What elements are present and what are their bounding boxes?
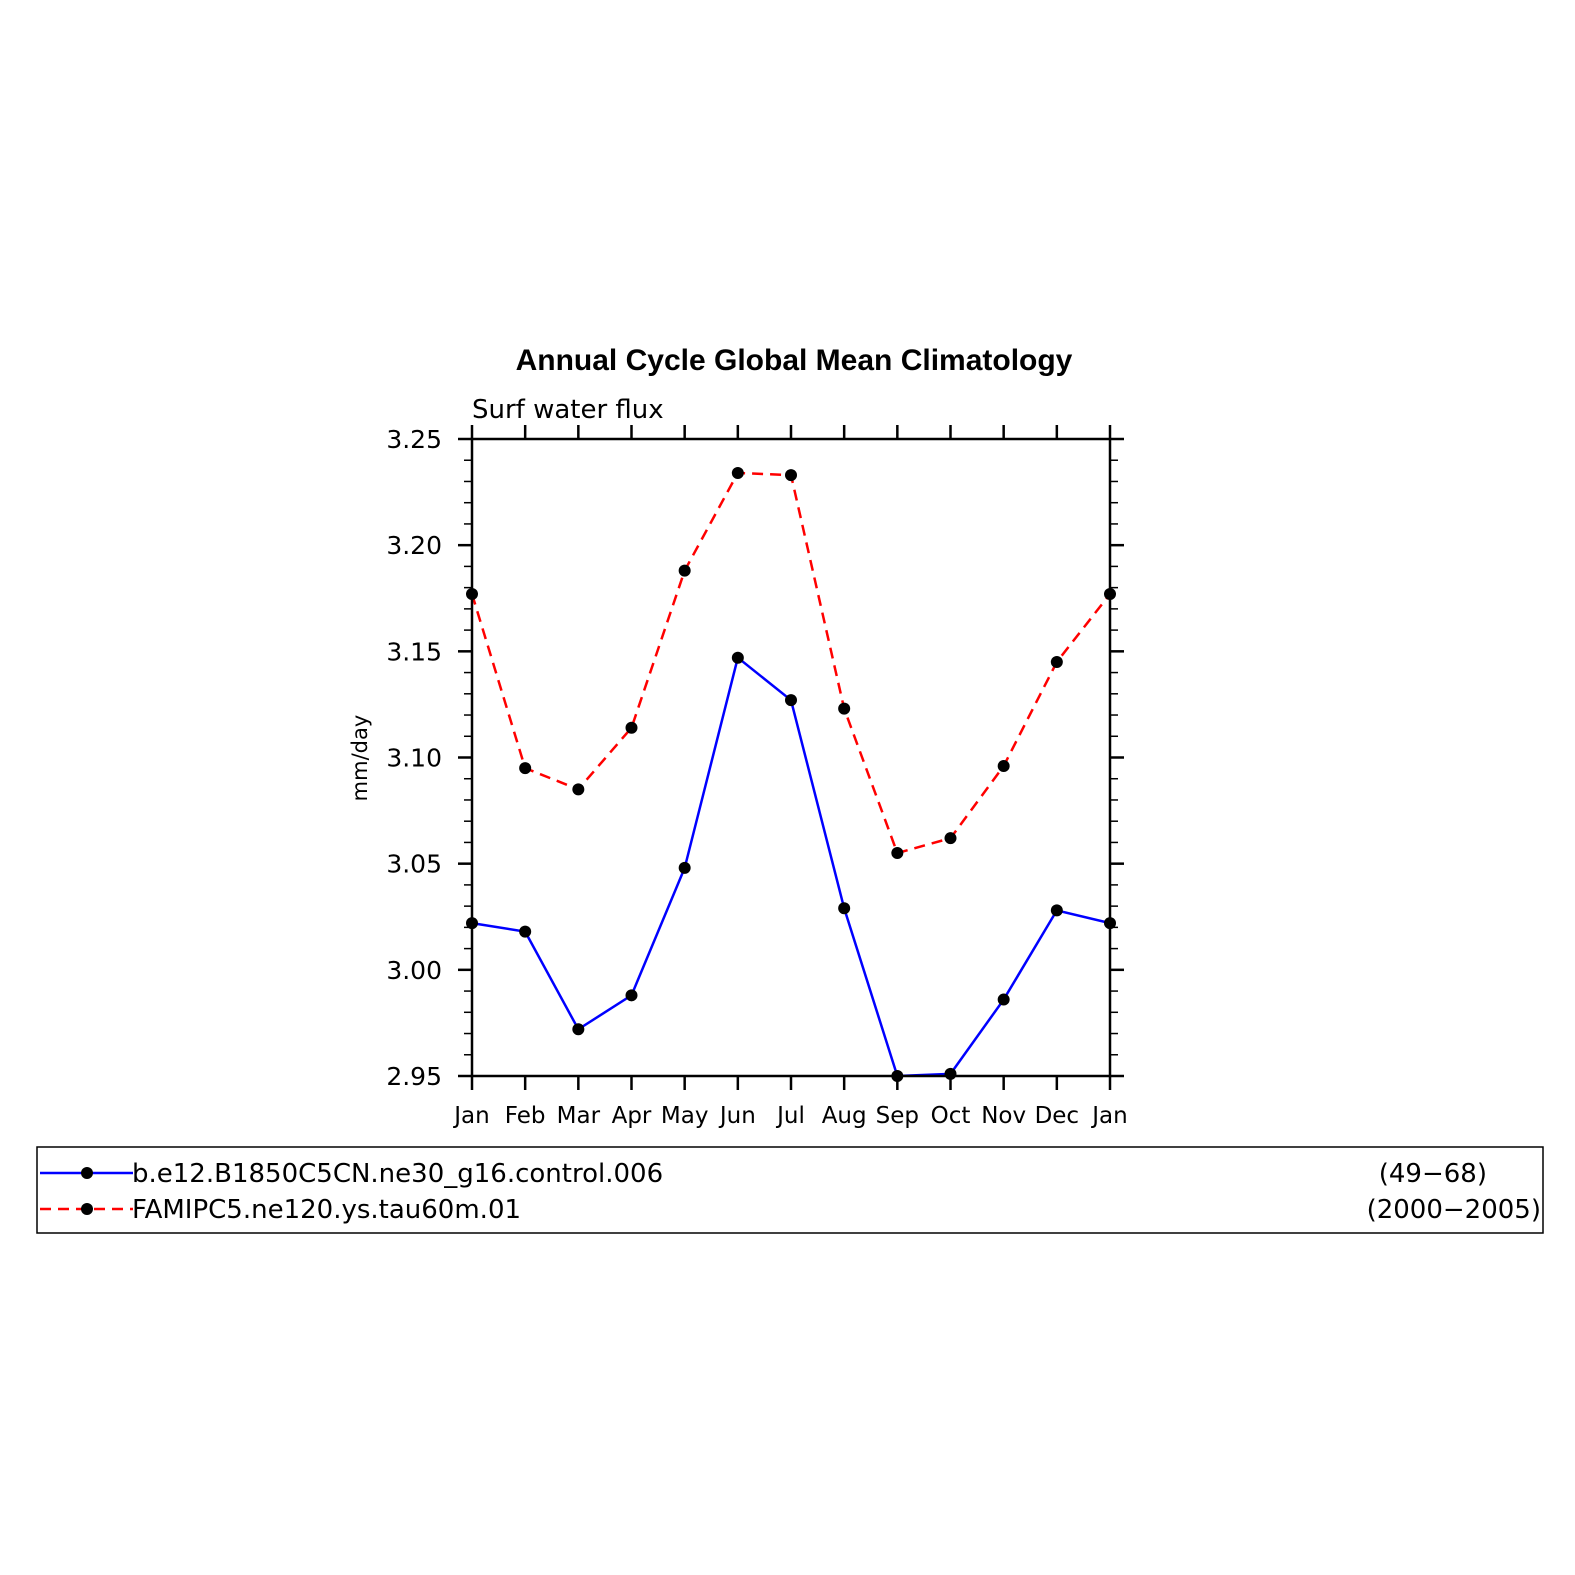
x-tick-label: Jul bbox=[775, 1103, 805, 1129]
series-2-point bbox=[997, 759, 1010, 772]
x-tick-label: Apr bbox=[612, 1103, 652, 1129]
series-2-point bbox=[572, 783, 585, 796]
legend-marker-series-2 bbox=[81, 1203, 93, 1215]
plot-series bbox=[466, 466, 1116, 1082]
series-2-point bbox=[944, 832, 957, 845]
series-1-point bbox=[785, 694, 797, 707]
x-tick-label: Nov bbox=[981, 1103, 1026, 1129]
x-tick-labels: Jan Feb Mar Apr May Jun Jul Aug Sep Oct Nov Dec Jan bbox=[452, 1103, 1127, 1129]
x-tick-label: Feb bbox=[505, 1103, 546, 1129]
series-2-point bbox=[1050, 655, 1063, 668]
y-tick-label: 3.15 bbox=[386, 637, 442, 666]
series-2-point bbox=[678, 564, 691, 577]
legend-label-series-2: FAMIPC5.ne120.ys.tau60m.01 bbox=[132, 1195, 521, 1225]
series-1-point bbox=[838, 902, 851, 915]
series-2-point bbox=[891, 847, 904, 860]
y-tick-label: 3.25 bbox=[386, 425, 442, 454]
series-1-point bbox=[1050, 904, 1063, 917]
y-tick-label: 3.20 bbox=[386, 531, 442, 560]
axis-ticks bbox=[458, 425, 1124, 1090]
series-1-point bbox=[678, 861, 691, 874]
x-tick-label: Oct bbox=[931, 1103, 971, 1129]
x-tick-label: Dec bbox=[1035, 1103, 1080, 1129]
series-1-point bbox=[519, 925, 532, 938]
y-tick-label: 3.05 bbox=[386, 850, 442, 879]
series-2-point bbox=[519, 762, 532, 775]
y-tick-label: 2.95 bbox=[386, 1062, 442, 1091]
chart-title: Annual Cycle Global Mean Climatology bbox=[516, 344, 1073, 377]
x-tick-label: Aug bbox=[822, 1103, 867, 1129]
legend-label-series-1: b.e12.B1850C5CN.ne30_g16.control.006 bbox=[132, 1159, 663, 1189]
x-tick-label: Sep bbox=[876, 1103, 919, 1129]
series-2-point bbox=[838, 702, 851, 715]
series-1-point bbox=[572, 1023, 585, 1036]
series-1-point bbox=[944, 1067, 957, 1080]
y-tick-labels: 2.95 3.00 3.05 3.10 3.15 3.20 3.25 bbox=[386, 425, 442, 1091]
legend-box bbox=[36, 1146, 1544, 1234]
x-tick-label: May bbox=[661, 1103, 709, 1129]
x-tick-label: Jan bbox=[1090, 1103, 1127, 1129]
series-2-point bbox=[625, 721, 638, 734]
y-tick-label: 3.10 bbox=[386, 744, 442, 773]
x-tick-label: Mar bbox=[557, 1103, 601, 1129]
series-2-point bbox=[731, 466, 744, 479]
series-line-2 bbox=[470, 471, 1111, 855]
legend-marker-series-1 bbox=[81, 1167, 93, 1179]
chart-subtitle: Surf water flux bbox=[472, 395, 664, 425]
x-tick-label: Jan bbox=[452, 1103, 489, 1129]
series-1-point bbox=[625, 989, 638, 1002]
y-axis-label: mm/day bbox=[348, 715, 372, 802]
series-2-point bbox=[785, 469, 797, 482]
legend-years-series-1: (49−68) bbox=[1379, 1159, 1487, 1189]
series-line-1 bbox=[471, 655, 1111, 1078]
series-1-point bbox=[997, 993, 1010, 1006]
legend-years-series-2: (2000−2005) bbox=[1367, 1195, 1541, 1225]
series-1-point bbox=[731, 651, 744, 664]
legend: b.e12.B1850C5CN.ne30_g16.control.006 (49… bbox=[36, 1146, 1544, 1234]
plot-frame bbox=[470, 437, 1112, 1078]
y-tick-label: 3.00 bbox=[386, 956, 442, 985]
x-tick-label: Jun bbox=[718, 1103, 756, 1129]
